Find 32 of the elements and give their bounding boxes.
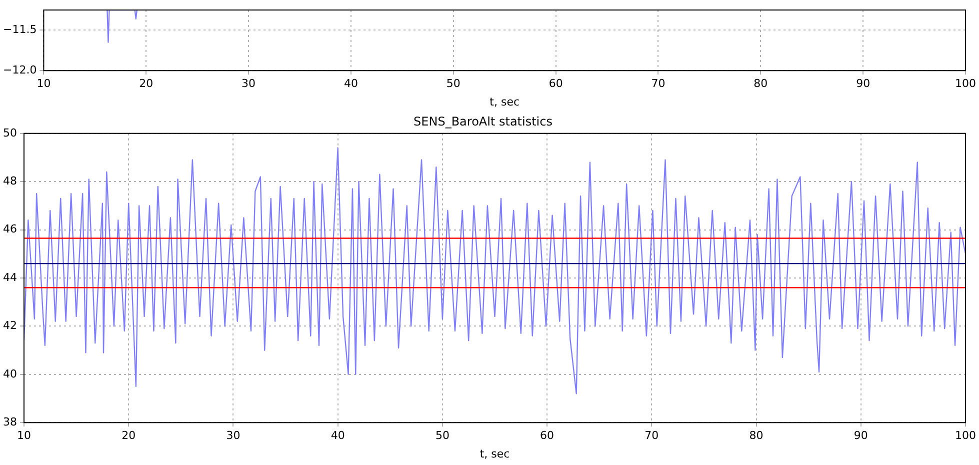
y-tick-label: −11.5 — [2, 23, 37, 36]
x-tick-label: 60 — [540, 429, 554, 442]
x-tick-label: 100 — [955, 429, 976, 442]
x-tick-label: 60 — [548, 77, 563, 90]
x-tick-label: 80 — [754, 77, 768, 90]
x-tick-label: 40 — [344, 77, 358, 90]
x-tick-label: 30 — [226, 429, 240, 442]
x-tick-label: 20 — [139, 77, 154, 90]
y-tick-label: −12.0 — [2, 63, 37, 76]
x-tick-label: 40 — [330, 429, 345, 442]
y-tick-label: 46 — [2, 222, 17, 236]
y-tick-label: 50 — [2, 126, 17, 140]
x-tick-label: 90 — [854, 429, 868, 442]
y-tick-label: 38 — [2, 415, 17, 428]
x-tick-label: 30 — [242, 77, 256, 90]
chart-title: SENS_BaroAlt statistics — [414, 114, 552, 128]
y-tick-label: 40 — [2, 367, 17, 380]
y-tick-label: 48 — [2, 174, 17, 188]
x-tick-label: 70 — [651, 77, 666, 90]
y-tick-label: 42 — [2, 319, 17, 332]
x-tick-label: 80 — [749, 429, 764, 442]
x-tick-label: 90 — [856, 77, 870, 90]
x-axis-title: t, sec — [490, 95, 520, 108]
x-tick-label: 10 — [36, 77, 51, 90]
x-tick-label: 50 — [446, 77, 460, 90]
x-tick-label: 50 — [435, 429, 450, 442]
x-axis-title: t, sec — [480, 447, 510, 460]
x-tick-label: 70 — [644, 429, 659, 442]
y-tick-label: 44 — [2, 270, 17, 284]
x-tick-label: 20 — [122, 429, 136, 442]
x-tick-label: 10 — [16, 429, 31, 442]
x-tick-label: 100 — [955, 77, 976, 90]
